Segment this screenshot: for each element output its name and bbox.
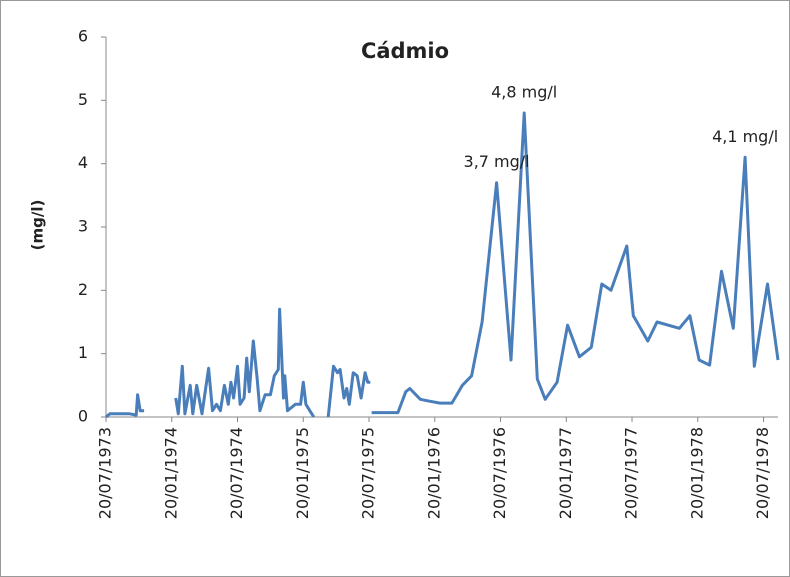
- x-tick-label: 20/07/1977: [622, 427, 641, 519]
- y-tick-label: 1: [78, 343, 88, 362]
- x-tick-label: 20/07/1978: [753, 427, 772, 519]
- x-tick-label: 20/07/1975: [359, 427, 378, 519]
- x-tick-label: 20/01/1975: [293, 427, 312, 519]
- y-axis-label: (mg/l): [29, 200, 47, 251]
- y-tick-label: 5: [78, 90, 88, 109]
- data-label: 4,8 mg/l: [491, 83, 557, 102]
- data-line: [105, 111, 780, 419]
- y-tick-label: 6: [78, 27, 88, 46]
- y-tick-label: 3: [78, 217, 88, 236]
- data-label: 4,1 mg/l: [712, 127, 778, 146]
- x-tick-label: 20/01/1978: [687, 427, 706, 519]
- x-tick-label: 20/01/1976: [424, 427, 443, 519]
- chart-title: Cádmio: [361, 39, 449, 63]
- y-tick-label: 4: [78, 153, 88, 172]
- x-tick-label: 20/07/1973: [96, 427, 115, 519]
- x-tick-label: 20/07/1974: [227, 427, 246, 519]
- x-tick-label: 20/01/1974: [161, 427, 180, 519]
- y-tick-label: 0: [78, 407, 88, 426]
- x-tick-label: 20/01/1977: [556, 427, 575, 519]
- data-label: 3,7 mg/l: [464, 152, 530, 171]
- y-tick-label: 2: [78, 280, 88, 299]
- x-tick-label: 20/07/1976: [490, 427, 509, 519]
